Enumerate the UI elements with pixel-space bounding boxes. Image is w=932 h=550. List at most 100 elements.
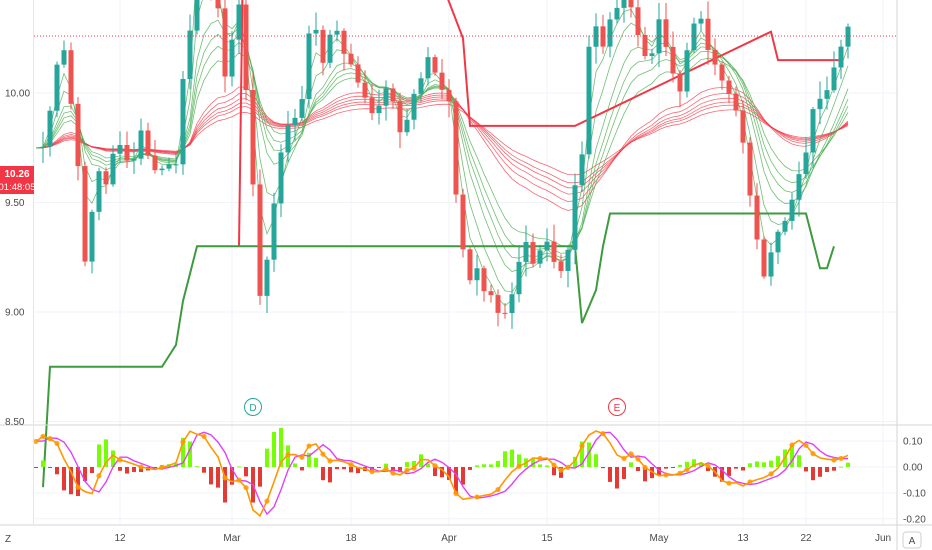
histogram-bar [454, 467, 458, 494]
time-axis[interactable]: 12Mar18Apr15May1322Jun17 [114, 533, 932, 544]
candle-body [530, 242, 536, 264]
candle-body [516, 261, 522, 295]
candle [726, 75, 732, 104]
oscillator-dot [159, 464, 165, 470]
histogram-bar [34, 467, 38, 468]
candle-body [383, 88, 389, 106]
histogram-bar [839, 466, 843, 468]
histogram-bar [818, 467, 822, 477]
histogram-bar [685, 461, 689, 467]
histogram-bar [181, 437, 185, 467]
price-axis[interactable]: 11.5011.0010.5010.009.509.008.50 [5, 0, 30, 429]
candle-body [572, 185, 578, 250]
histogram-bar [706, 467, 710, 472]
candle [565, 245, 571, 288]
candle-body [47, 110, 53, 147]
oscillator-axis[interactable]: 0.10 0.00 -0.10 -0.20 [903, 437, 926, 526]
candle [439, 59, 445, 100]
candle [838, 39, 844, 80]
event-marker[interactable]: E [608, 398, 626, 416]
time-tick-label: Jun [875, 533, 891, 544]
candle [747, 137, 753, 207]
candle-body [607, 19, 613, 47]
histogram-bar [615, 467, 619, 489]
candle [425, 47, 431, 86]
oscillator-dot [411, 465, 417, 471]
candle-body [320, 29, 326, 63]
candle [264, 256, 270, 313]
oscillator-dot [453, 490, 459, 496]
candle [145, 122, 151, 160]
osc-tick-label: 0.00 [903, 463, 923, 474]
histogram-bar [202, 467, 206, 473]
candle [467, 246, 473, 285]
candle-body [467, 249, 473, 281]
candle-body [628, 0, 634, 8]
auto-scale-button[interactable]: A [902, 531, 922, 549]
histogram-bar [104, 439, 108, 467]
candle-body [768, 252, 774, 277]
candle [817, 81, 823, 125]
candle-body [495, 295, 501, 313]
candle-body [299, 99, 305, 118]
candle-body [376, 105, 382, 114]
histogram-bar [300, 467, 304, 471]
histogram-bar [720, 467, 724, 482]
oscillator-dot [803, 442, 809, 448]
oscillator-dot [663, 472, 669, 478]
candle [96, 167, 102, 221]
histogram-bar [279, 427, 283, 467]
candle [782, 217, 788, 236]
candle-body [453, 101, 459, 195]
candle-body [635, 7, 641, 35]
candle-body [131, 158, 137, 161]
histogram-bar [580, 441, 584, 467]
oscillator-dot [180, 439, 186, 445]
histogram-bar [832, 467, 836, 471]
oscillator-dot [306, 443, 312, 449]
oscillator-dot [565, 464, 571, 470]
histogram-bar [496, 460, 500, 467]
candle [845, 23, 851, 59]
candle [299, 85, 305, 121]
candle [327, 29, 333, 69]
time-tick-label: Apr [441, 533, 457, 544]
candle [635, 0, 641, 47]
candle-body [103, 171, 109, 185]
oscillator-dot [138, 464, 144, 470]
oscillator-dot [369, 469, 375, 475]
candle [89, 209, 95, 274]
time-tick-label: 15 [541, 533, 553, 544]
candle-body [502, 312, 508, 314]
candle [502, 303, 508, 319]
event-marker[interactable]: D [244, 398, 262, 416]
histogram-bar [769, 460, 773, 467]
log-scale-toggle[interactable]: Z [5, 534, 11, 545]
candle [341, 28, 347, 71]
candle-body [215, 0, 221, 9]
candle-body [719, 64, 725, 81]
histogram-bar [223, 467, 227, 503]
candle-body [124, 144, 130, 161]
oscillator-dot [474, 494, 480, 500]
candle [285, 110, 291, 163]
candle-body [257, 184, 263, 296]
candle-body [166, 164, 172, 169]
candle-body [481, 268, 487, 292]
histogram-bar [111, 450, 115, 467]
candle-body [194, 0, 200, 31]
histogram-bar [804, 467, 808, 472]
oscillator-dot [628, 451, 634, 457]
histogram-bar [97, 444, 101, 467]
candle [348, 43, 354, 68]
candle [334, 20, 340, 42]
oscillator-dot [677, 470, 683, 476]
candle-body [845, 26, 851, 47]
candle-body [89, 211, 95, 262]
time-tick-label: 22 [800, 533, 812, 544]
candle-body [271, 203, 277, 260]
time-tick-label: May [650, 533, 669, 544]
candle [173, 152, 179, 174]
